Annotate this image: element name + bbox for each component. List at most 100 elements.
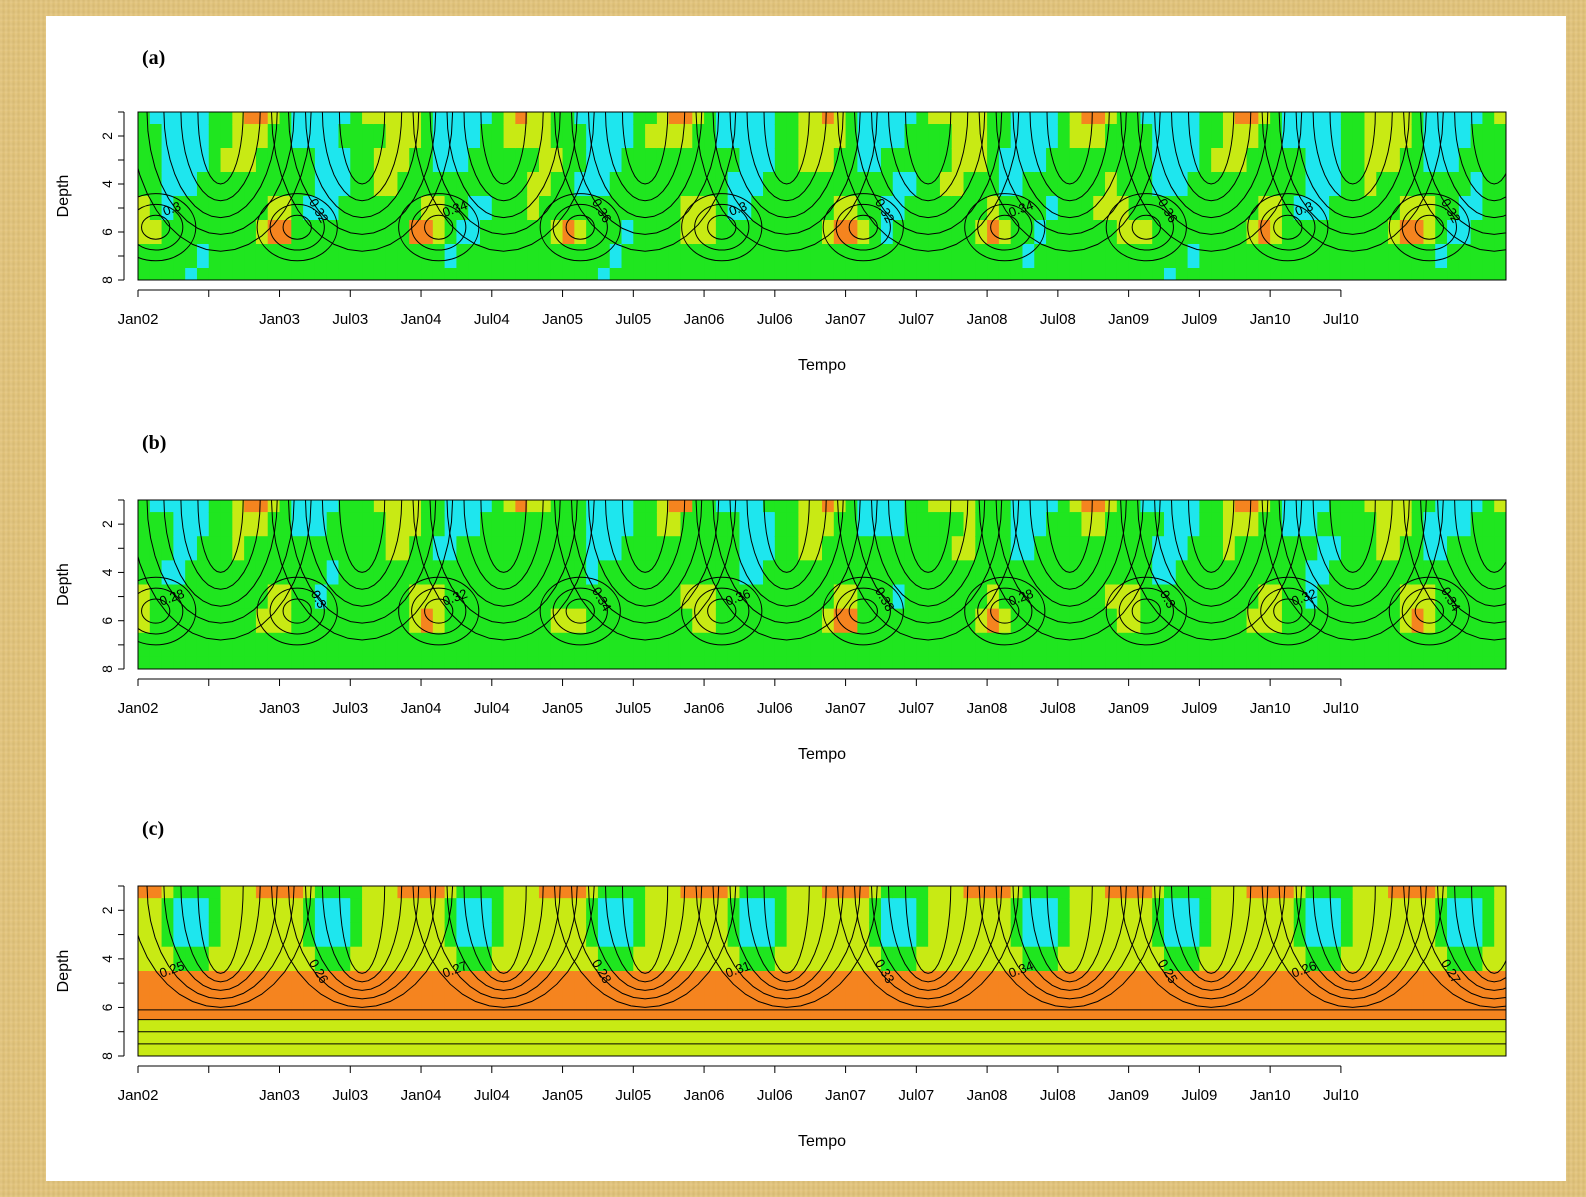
heatmap-cell <box>1458 500 1472 513</box>
heatmap-cell <box>562 1043 575 1056</box>
contour-line <box>321 112 403 202</box>
heatmap-cell <box>833 244 847 269</box>
contour-loop <box>681 193 763 262</box>
heatmap-cell <box>515 500 528 513</box>
heatmap-cell <box>456 112 469 125</box>
heatmap-cell <box>149 148 163 173</box>
x-tick-label: Jul06 <box>757 1087 793 1104</box>
heatmap-cell <box>845 244 858 269</box>
heatmap-cell <box>1364 220 1377 245</box>
heatmap-cell <box>668 946 682 972</box>
heatmap-cell <box>562 995 575 1021</box>
heatmap-cell <box>279 512 292 537</box>
heatmap-cell <box>680 971 693 996</box>
x-axis: Jan02 Jan03 Jul03 Jan04 Jul04 Jan05 Jul05 Jan06… <box>118 289 1359 328</box>
heatmap-cell <box>1246 995 1259 1021</box>
heatmap-cell <box>1057 898 1071 924</box>
heatmap-cell <box>409 656 422 669</box>
contour-line <box>1329 500 1376 573</box>
heatmap-cell <box>1034 898 1047 924</box>
heatmap-cell <box>1010 995 1024 1021</box>
heatmap-cell <box>491 512 505 537</box>
heatmap-cell <box>1034 632 1047 658</box>
heatmap-cell <box>1211 922 1224 948</box>
contour-line <box>1329 112 1376 185</box>
heatmap-cell <box>503 1043 516 1056</box>
heatmap-cell <box>1482 971 1495 996</box>
heatmap-cell <box>1034 536 1047 561</box>
heatmap-cell <box>421 1043 434 1056</box>
heatmap-cell <box>869 995 882 1021</box>
heatmap-cell <box>951 656 965 669</box>
heatmap-cell <box>373 500 387 513</box>
heatmap-cell <box>1388 268 1401 280</box>
heatmap-cell <box>527 898 540 924</box>
heatmap-cell <box>763 886 776 899</box>
heatmap-cell <box>1022 632 1035 658</box>
heatmap-cell <box>692 148 705 173</box>
heatmap-cell <box>432 268 446 280</box>
heatmap-cell <box>515 995 528 1021</box>
heatmap-cell <box>456 148 469 173</box>
heatmap-cell <box>444 244 458 269</box>
heatmap-cell <box>491 656 505 669</box>
heatmap-cell <box>409 536 422 561</box>
heatmap-cell <box>1482 946 1495 972</box>
heatmap-cell <box>621 268 634 280</box>
heatmap-cell <box>951 268 965 280</box>
heatmap-cell <box>208 971 222 996</box>
heatmap-cell <box>975 268 988 280</box>
heatmap-cell <box>220 1043 233 1056</box>
heatmap-cell <box>314 632 328 658</box>
heatmap-cell <box>880 112 894 125</box>
heatmap-cell <box>869 244 882 269</box>
heatmap-cell <box>975 656 988 669</box>
heatmap-cell <box>196 608 210 634</box>
heatmap-cell <box>1482 584 1495 610</box>
heatmap-cell <box>385 500 399 513</box>
heatmap-cell <box>798 112 811 125</box>
heatmap-cell <box>621 112 634 125</box>
heatmap-cell <box>1411 148 1425 173</box>
heatmap-cell <box>1105 536 1118 561</box>
heatmap-cell <box>1340 584 1354 610</box>
heatmap-cell <box>338 995 351 1021</box>
heatmap-cell <box>468 536 481 561</box>
heatmap-cell <box>208 656 222 669</box>
heatmap-cell <box>763 220 776 245</box>
heatmap-cell <box>326 1043 340 1056</box>
heatmap-cell <box>998 995 1012 1021</box>
heatmap-cell <box>939 500 953 513</box>
heatmap-cell <box>1458 512 1472 537</box>
heatmap-cell <box>810 124 823 149</box>
heatmap-cell <box>1057 922 1071 948</box>
heatmap-cell <box>397 971 410 996</box>
heatmap-cell <box>1364 971 1377 996</box>
heatmap-cell <box>633 608 646 634</box>
heatmap-cell <box>1211 656 1224 669</box>
heatmap-cell <box>1069 584 1083 610</box>
heatmap-cell <box>326 500 340 513</box>
heatmap-cell <box>798 172 811 197</box>
heatmap-cell <box>586 268 599 280</box>
heatmap-cell <box>845 124 858 149</box>
heatmap-cell <box>397 196 410 221</box>
heatmap-cell <box>1423 995 1436 1021</box>
heatmap-cell <box>704 244 717 269</box>
heatmap-cell <box>1352 656 1366 669</box>
heatmap-cell <box>892 112 906 125</box>
heatmap-cell <box>1270 244 1283 269</box>
heatmap-cell <box>1329 971 1342 996</box>
heatmap-cell <box>503 656 516 669</box>
heatmap-cell <box>1046 112 1059 125</box>
heatmap-cell <box>998 1043 1012 1056</box>
heatmap-cell <box>1423 148 1436 173</box>
heatmap-cell <box>1081 124 1094 149</box>
heatmap-cell <box>1069 946 1083 972</box>
heatmap-cell <box>1093 244 1106 269</box>
contour-line <box>1295 112 1410 219</box>
contour-loop <box>1118 587 1174 635</box>
contour-label: 0.3 <box>1293 198 1315 218</box>
heatmap-cell <box>692 220 705 245</box>
